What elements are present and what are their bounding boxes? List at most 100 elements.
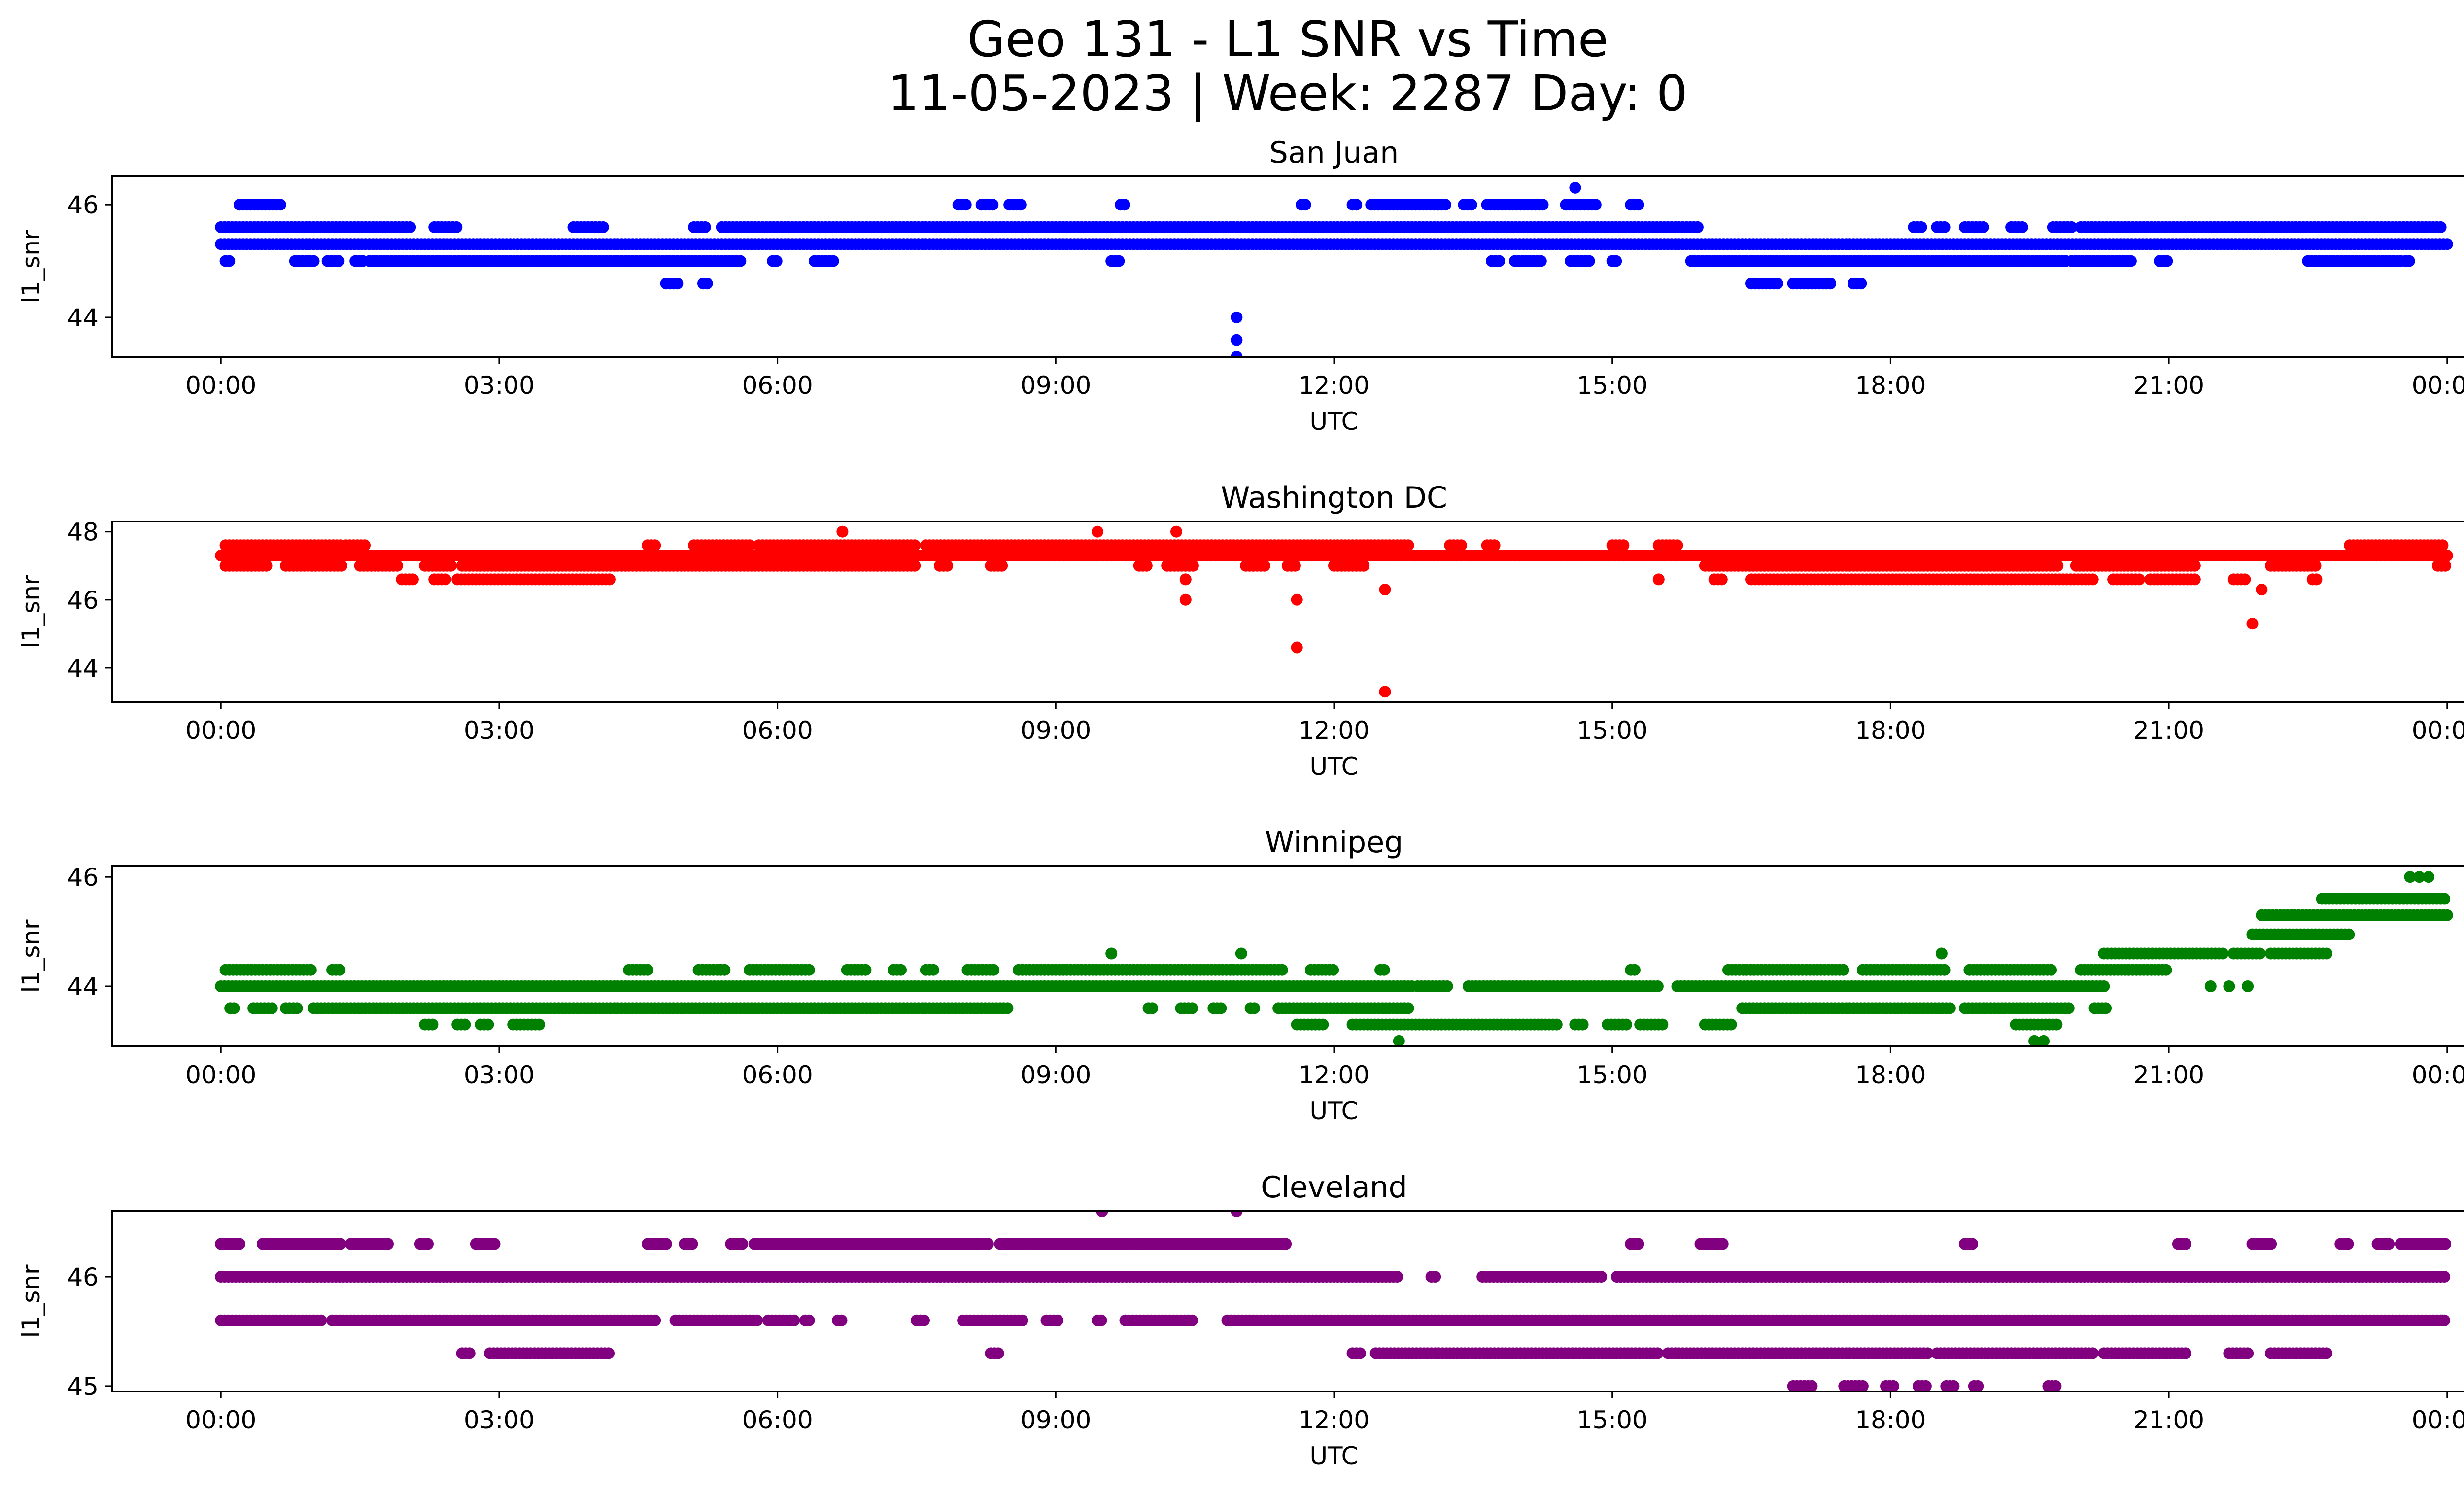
y-tick-label: 48 — [67, 518, 99, 547]
data-point — [2242, 980, 2254, 992]
data-point — [305, 964, 317, 976]
data-point — [736, 1238, 749, 1250]
data-point — [2100, 1002, 2112, 1014]
data-point — [533, 1018, 545, 1031]
data-point — [1258, 559, 1270, 572]
data-point — [2439, 559, 2451, 572]
data-point — [987, 199, 999, 211]
data-point — [1691, 221, 1704, 233]
data-point — [996, 559, 1008, 572]
data-point — [1179, 573, 1192, 586]
data-point — [2383, 1238, 2395, 1250]
data-point — [2189, 573, 2201, 586]
data-point — [1725, 1018, 1737, 1031]
y-tick-label: 46 — [67, 863, 99, 892]
data-point — [2342, 1238, 2354, 1250]
x-tick-label: 09:00 — [1020, 1061, 1091, 1089]
data-point — [1583, 255, 1595, 267]
data-point — [1118, 199, 1130, 211]
data-point — [2404, 871, 2416, 883]
data-point — [1656, 1018, 1669, 1031]
data-point — [597, 221, 609, 233]
data-point — [959, 199, 972, 211]
data-point — [1231, 351, 1243, 357]
data-point — [2403, 255, 2415, 267]
data-point — [1231, 334, 1243, 346]
x-tick-label: 06:00 — [742, 1061, 813, 1089]
data-point — [1455, 539, 1467, 552]
data-point — [1105, 947, 1118, 960]
data-point — [334, 964, 346, 976]
y-tick-label: 44 — [67, 654, 99, 683]
data-point — [2016, 221, 2028, 233]
x-tick-label: 03:00 — [464, 716, 535, 745]
y-tick-label: 44 — [67, 304, 99, 332]
data-point — [2161, 255, 2173, 267]
data-point — [699, 221, 711, 233]
data-point — [2441, 550, 2453, 562]
y-tick-label: 46 — [67, 586, 99, 615]
x-axis-label: UTC — [1309, 1097, 1358, 1125]
data-point — [927, 964, 939, 976]
data-point — [1771, 278, 1783, 290]
subplot-title: Washington DC — [1221, 481, 1447, 515]
data-point — [2423, 871, 2435, 883]
x-tick-label: 12:00 — [1299, 371, 1369, 400]
data-point — [1617, 539, 1630, 552]
data-point — [1393, 1035, 1405, 1046]
data-point — [359, 539, 371, 552]
data-point — [1537, 199, 1549, 211]
y-axis-label: l1_snr — [17, 919, 45, 993]
data-point — [2124, 255, 2137, 267]
data-point — [2246, 618, 2259, 630]
data-point — [1837, 964, 1849, 976]
data-point — [1610, 255, 1622, 267]
x-tick-label: 09:00 — [1020, 371, 1091, 400]
data-point — [1576, 1018, 1589, 1031]
data-point — [2217, 947, 2229, 960]
data-point — [2065, 221, 2078, 233]
data-point — [1402, 539, 1414, 552]
data-point — [941, 559, 954, 572]
data-series — [215, 181, 2453, 357]
data-point — [1186, 1002, 1198, 1014]
data-point — [1628, 964, 1641, 976]
data-point — [1391, 1271, 1403, 1283]
data-point — [1944, 1002, 1956, 1014]
x-tick-label: 15:00 — [1577, 716, 1648, 745]
data-point — [2180, 1238, 2191, 1250]
data-point — [770, 255, 783, 267]
x-tick-label: 12:00 — [1299, 716, 1369, 745]
data-point — [1235, 947, 1247, 960]
data-point — [1092, 525, 1103, 538]
data-point — [2439, 1238, 2451, 1250]
data-point — [1966, 1238, 1978, 1250]
data-point — [734, 255, 747, 267]
data-point — [1620, 1018, 1632, 1031]
data-point — [1299, 199, 1311, 211]
data-point — [1289, 559, 1301, 572]
x-tick-label: 03:00 — [464, 1061, 535, 1089]
data-point — [2051, 1018, 2063, 1031]
data-point — [2343, 928, 2355, 940]
data-point — [1441, 980, 1453, 992]
data-point — [228, 1002, 240, 1014]
data-point — [2254, 947, 2266, 960]
data-point — [459, 1018, 471, 1031]
x-tick-label: 15:00 — [1577, 1061, 1648, 1089]
data-point — [1535, 255, 1547, 267]
data-point — [445, 559, 457, 572]
data-point — [2062, 1002, 2075, 1014]
data-point — [439, 573, 451, 586]
data-point — [382, 1238, 394, 1250]
data-point — [2189, 559, 2201, 572]
subplot-3: 00:00 03:00 06:00 09:00 12:00 15:00 18:00 21:00… — [17, 825, 2464, 1125]
data-point — [1327, 964, 1339, 976]
data-point — [603, 573, 616, 586]
x-tick-label: 15:00 — [1577, 371, 1648, 400]
data-point — [1715, 573, 1728, 586]
data-point — [266, 1002, 278, 1014]
x-tick-label: 00:00 — [185, 716, 256, 745]
data-point — [649, 539, 661, 552]
x-tick-label: 06:00 — [742, 371, 813, 400]
